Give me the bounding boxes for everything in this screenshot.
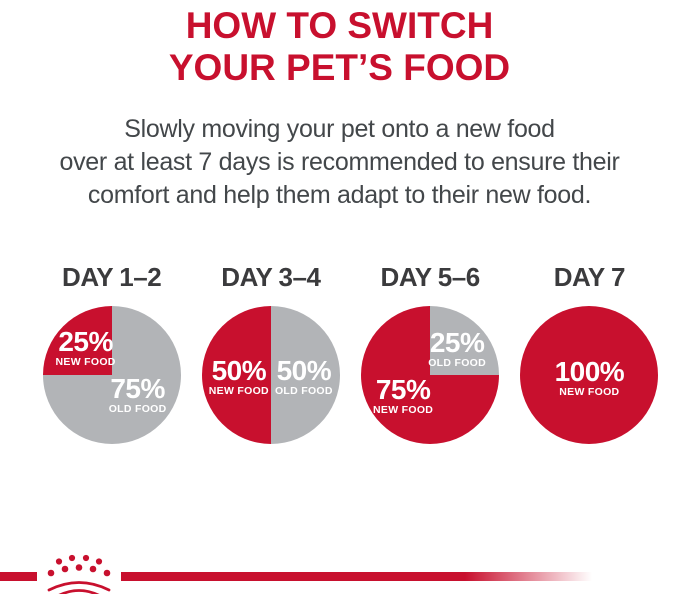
slice-percent: 75% — [375, 374, 431, 405]
day-1-2-column: DAY 1–2 25% NEW FOOD 75% OLD FOOD — [32, 262, 191, 444]
slice-label-new-food: 25% NEW FOOD — [55, 326, 116, 369]
slice-name: NEW FOOD — [208, 385, 269, 397]
day-5-6-label: DAY 5–6 — [380, 262, 481, 292]
pie-chart-day-1-2: 25% NEW FOOD 75% OLD FOOD — [42, 306, 181, 444]
intro-line: comfort and help them adapt to their new… — [87, 181, 592, 209]
slice-label-new-food: 100% NEW FOOD — [554, 356, 625, 399]
slice-percent: 50% — [211, 355, 267, 386]
day-7-column: DAY 7 100% NEW FOOD — [510, 262, 669, 444]
pie-chart-day-7: 100% NEW FOOD — [520, 306, 659, 444]
slice-percent: 25% — [429, 327, 485, 358]
page-title-line2: YOUR PET’S FOOD — [168, 47, 511, 88]
slice-label-new-food: 75% NEW FOOD — [373, 374, 434, 417]
slice-label-old-food: 50% OLD FOOD — [274, 355, 333, 398]
day-1-2-label: DAY 1–2 — [62, 262, 162, 292]
slice-percent: 50% — [276, 355, 332, 386]
footer-red-bar-right — [121, 572, 592, 581]
intro-line: Slowly moving your pet onto a new food — [124, 115, 555, 143]
slice-name: NEW FOOD — [55, 356, 116, 368]
slice-percent: 75% — [110, 373, 165, 404]
slice-name: OLD FOOD — [428, 357, 487, 369]
slice-name: OLD FOOD — [274, 385, 333, 397]
footer — [0, 547, 679, 594]
day-7-label: DAY 7 — [553, 262, 626, 292]
slice-label-new-food: 50% NEW FOOD — [208, 355, 269, 398]
pie-chart-day-5-6: 75% NEW FOOD 25% OLD FOOD — [361, 306, 500, 444]
footer-red-bar-left — [0, 572, 37, 581]
day-3-4-label: DAY 3–4 — [221, 262, 321, 292]
pie-chart-day-3-4: 50% NEW FOOD 50% OLD FOOD — [201, 306, 340, 444]
pie-chart-row: DAY 1–2 25% NEW FOOD 75% OLD FOOD DAY 3–… — [0, 262, 679, 444]
slice-name: NEW FOOD — [559, 386, 620, 398]
slice-name: OLD FOOD — [108, 403, 167, 415]
slice-name: NEW FOOD — [373, 404, 434, 416]
intro-line: over at least 7 days is recommended to e… — [59, 148, 620, 176]
intro-paragraph: Slowly moving your pet onto a new food o… — [0, 113, 679, 212]
slice-percent: 100% — [554, 356, 625, 387]
slice-label-old-food: 75% OLD FOOD — [108, 373, 167, 416]
page-title: HOW TO SWITCH YOUR PET’S FOOD — [0, 0, 679, 89]
day-5-6-column: DAY 5–6 75% NEW FOOD 25% OLD FOOD — [351, 262, 510, 444]
slice-label-old-food: 25% OLD FOOD — [428, 327, 487, 370]
royal-canin-crown-logo-icon — [47, 554, 111, 594]
page-title-line1: HOW TO SWITCH — [185, 5, 494, 46]
day-3-4-column: DAY 3–4 50% NEW FOOD 50% OLD FOOD — [191, 262, 350, 444]
slice-percent: 25% — [58, 326, 113, 357]
